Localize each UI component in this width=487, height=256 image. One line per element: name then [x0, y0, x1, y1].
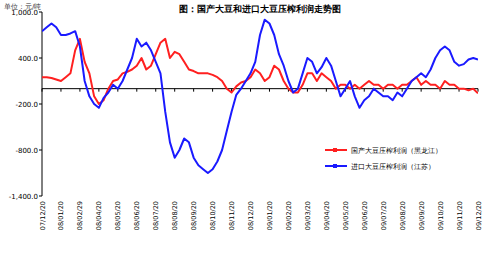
- x-tick-label: 09/03/20: [304, 201, 312, 230]
- chart: 图：国产大豆和进口大豆压榨利润走势图单位：元/吨1,000.0400.0-200…: [0, 0, 487, 256]
- x-tick-label: 09/07/20: [380, 201, 388, 230]
- x-tick-label: 08/09/20: [190, 201, 198, 230]
- x-tick-label: 08/06/20: [133, 201, 141, 230]
- x-tick: [155, 89, 156, 92]
- legend-marker: [333, 164, 337, 168]
- y-tick-label: 1,000.0: [11, 9, 38, 17]
- x-tick: [136, 89, 137, 92]
- x-tick-label: 07/12/20: [39, 201, 47, 230]
- x-tick-label: 08/04/20: [95, 201, 103, 230]
- x-tick-label: 09/12/20: [475, 201, 483, 230]
- y-tick-label: 400.0: [18, 55, 38, 63]
- x-tick-label: 09/05/20: [342, 201, 350, 230]
- x-tick: [421, 89, 422, 92]
- x-tick: [212, 89, 213, 92]
- x-tick-label: 08/01/20: [57, 201, 65, 230]
- plot-area: [42, 20, 478, 173]
- y-tick-label: -1,400.0: [9, 193, 38, 201]
- x-tick-label: 09/08/20: [399, 201, 407, 230]
- x-tick-label: 09/06/20: [361, 201, 369, 230]
- x-tick-label: 08/12/20: [247, 201, 255, 230]
- series-line: [42, 20, 478, 173]
- x-tick: [250, 89, 251, 92]
- x-tick: [193, 89, 194, 92]
- title: 图：国产大豆和进口大豆压榨利润走势图: [179, 4, 341, 14]
- x-tick: [269, 89, 270, 92]
- x-tick: [478, 89, 479, 92]
- y-tick-label: -200.0: [15, 101, 38, 109]
- x-tick: [402, 89, 403, 92]
- x-tick: [326, 89, 327, 92]
- y-tick-label: -800.0: [15, 147, 38, 155]
- x-tick-label: 09/04/20: [323, 201, 331, 230]
- x-tick-label: 08/11/20: [228, 201, 236, 230]
- y-tick: [39, 104, 42, 105]
- y-tick: [39, 12, 42, 13]
- x-tick-label: 08/07/20: [152, 201, 160, 230]
- x-tick-label: 09/10/20: [437, 201, 445, 230]
- x-tick-label: 09/09/20: [418, 201, 426, 230]
- x-tick-label: 08/02/29: [76, 201, 84, 230]
- legend-label: 进口大豆压榨利润（江苏）: [351, 163, 435, 171]
- x-tick: [98, 89, 99, 92]
- x-tick: [79, 89, 80, 92]
- x-tick-label: 09/01/20: [266, 201, 274, 230]
- legend-swatch: [325, 165, 347, 167]
- x-tick: [60, 89, 61, 92]
- x-tick-label: 08/10/20: [209, 201, 217, 230]
- legend-label: 国产大豆压榨利润（黑龙江）: [351, 147, 442, 155]
- x-tick: [364, 89, 365, 92]
- x-tick: [174, 89, 175, 92]
- y-tick: [39, 196, 42, 197]
- legend-marker: [333, 148, 337, 152]
- x-tick-label: 09/02/20: [285, 201, 293, 230]
- x-tick-label: 08/05/20: [114, 201, 122, 230]
- y-tick: [39, 150, 42, 151]
- x-tick: [307, 89, 308, 92]
- y-tick: [39, 58, 42, 59]
- x-tick-label: 09/11/20: [456, 201, 464, 230]
- x-tick-label: 08/08/20: [171, 201, 179, 230]
- legend-swatch: [325, 149, 347, 151]
- x-tick: [42, 89, 43, 92]
